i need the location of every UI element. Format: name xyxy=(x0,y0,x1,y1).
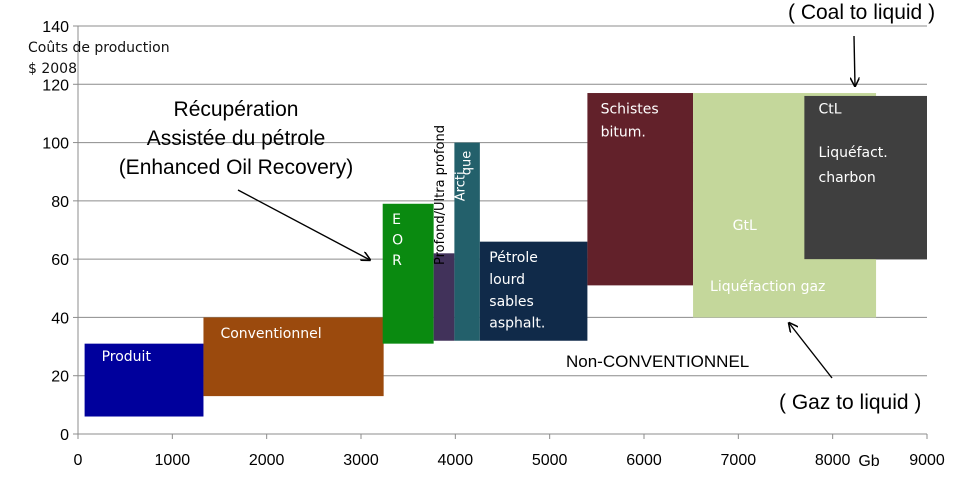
bar-label: Schistes xyxy=(601,101,659,117)
annotation-arrows xyxy=(237,35,855,379)
non-conventionnel-annotation: Non-CONVENTIONNEL xyxy=(566,352,750,371)
bar xyxy=(84,343,204,417)
bar xyxy=(454,142,480,341)
y-tick-label: 140 xyxy=(42,19,69,36)
y-tick-label: 20 xyxy=(51,369,69,386)
y-tick-label: 40 xyxy=(51,310,69,327)
eor-annotation-line2: Assistée du pétrole xyxy=(146,127,326,150)
bar-label: O xyxy=(392,233,403,249)
bar xyxy=(804,95,927,260)
x-tick-label: 8000 xyxy=(815,452,851,469)
y-axis-label-unit: $ 2008 xyxy=(28,61,77,77)
bar-label: Conventionnel xyxy=(220,326,321,342)
bar-label: Pétrole xyxy=(489,250,538,266)
bar xyxy=(587,93,694,286)
y-axis-label: Coûts de production $ 2008 xyxy=(28,38,170,80)
bar-label: Liquéfaction gaz xyxy=(710,279,825,295)
bar-label: GtL xyxy=(733,218,757,234)
bar-label: Produit xyxy=(102,349,152,365)
eor-arrow xyxy=(237,189,370,260)
x-tick-label: 9000 xyxy=(909,452,945,469)
y-tick-label: 120 xyxy=(42,77,69,94)
bar-label-rotated: Profond/Ultra profond xyxy=(433,125,448,265)
bar-labels: Produit Conventionnel EOR Pétrole lourd sable… xyxy=(102,101,888,365)
gaz-to-liquid-annotation: ( Gaz to liquid ) xyxy=(779,391,922,414)
bar-label: sables xyxy=(489,294,534,310)
x-tick-label: 7000 xyxy=(721,452,757,469)
coal-to-liquid-annotation: ( Coal to liquid ) xyxy=(788,1,936,24)
bar-label-rotated: que xyxy=(459,151,474,176)
bar xyxy=(479,241,588,341)
y-tick-label: 100 xyxy=(42,136,69,153)
y-tick-label: 80 xyxy=(51,194,69,211)
bar-label: Liquéfact. xyxy=(819,145,888,161)
x-tick-label: 6000 xyxy=(626,452,662,469)
bar-label: R xyxy=(392,253,402,269)
x-axis-label: Gb xyxy=(858,453,879,470)
x-tick-label: 2000 xyxy=(249,452,285,469)
x-tick-label: 3000 xyxy=(343,452,379,469)
bar-label: bitum. xyxy=(601,125,646,141)
x-tick-label: 1000 xyxy=(155,452,191,469)
y-axis-label-title: Coûts de production xyxy=(28,40,170,56)
eor-annotation: Récupération Assistée du pétrole (Enhanc… xyxy=(96,95,376,182)
coal-arrow xyxy=(854,35,855,86)
eor-annotation-line3: (Enhanced Oil Recovery) xyxy=(118,156,354,179)
gaz-arrow xyxy=(789,323,833,379)
eor-annotation-line1: Récupération xyxy=(173,98,299,121)
bar xyxy=(203,317,384,397)
bar-label: lourd xyxy=(489,272,525,288)
bars xyxy=(84,93,927,417)
x-tick-label: 5000 xyxy=(532,452,568,469)
y-tick-label: 0 xyxy=(60,427,69,444)
bar-label-rotated: Arcti xyxy=(453,171,468,201)
bar xyxy=(433,253,455,341)
bar-label: asphalt. xyxy=(489,316,545,332)
x-tick-label: 4000 xyxy=(438,452,474,469)
y-tick-label: 60 xyxy=(51,252,69,269)
bar-label: charbon xyxy=(819,170,876,186)
bar-label: E xyxy=(392,212,401,228)
bar-label: CtL xyxy=(819,101,842,117)
x-tick-label: 0 xyxy=(74,452,83,469)
axes: 0 20 40 60 80 100 120 140 0 1000 2000 3000 4000 5000 6… xyxy=(42,19,945,470)
bar xyxy=(382,203,434,344)
